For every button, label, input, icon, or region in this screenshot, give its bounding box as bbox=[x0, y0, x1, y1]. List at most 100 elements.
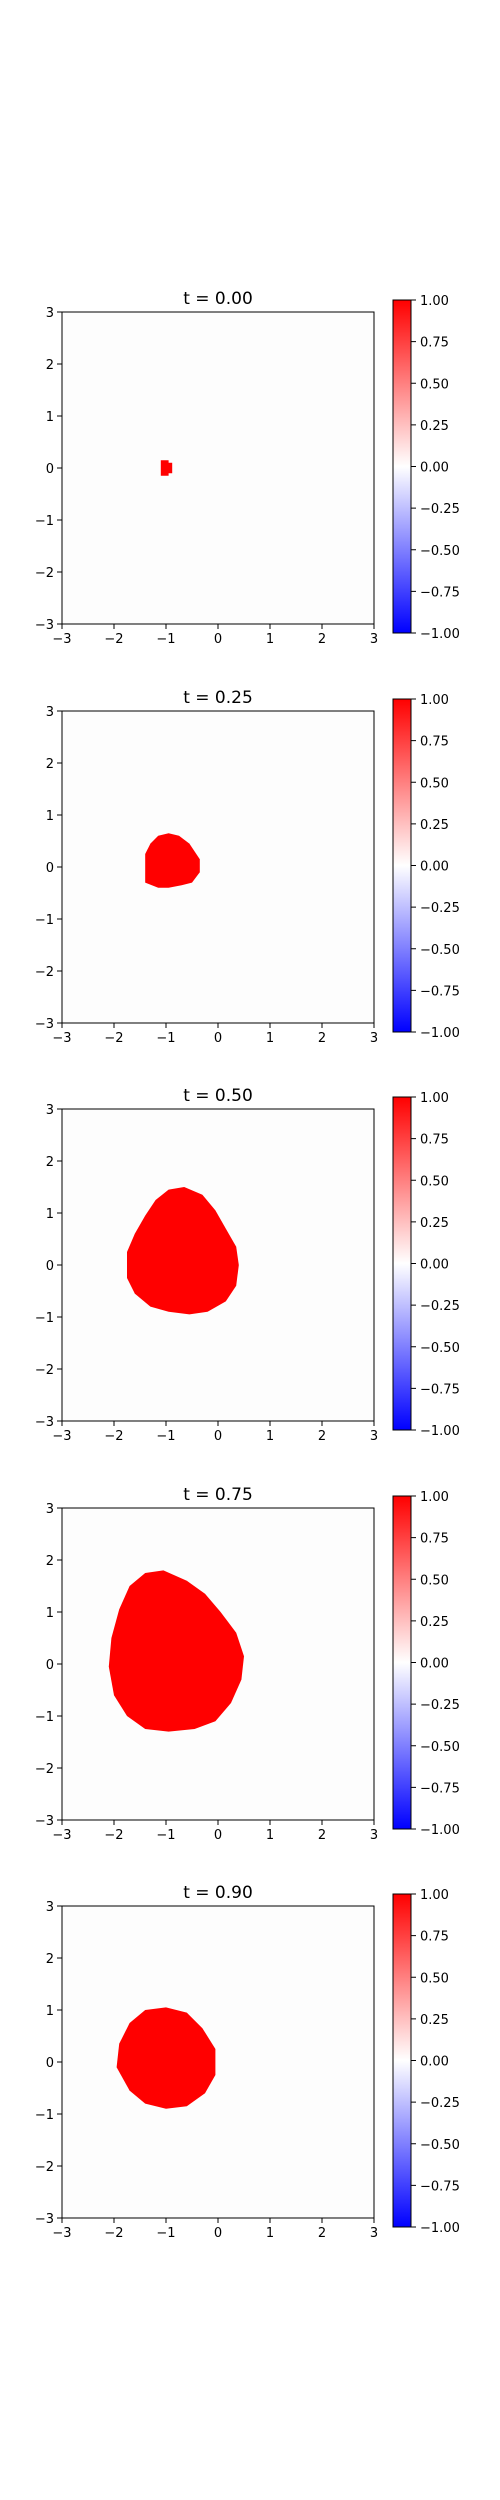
x-tick-label: 2 bbox=[318, 1429, 326, 1444]
y-tick-label: 2 bbox=[46, 1155, 54, 1170]
colorbar-tick-label: 0.50 bbox=[420, 1174, 449, 1189]
field-background bbox=[62, 1906, 374, 2218]
y-tick-label: −2 bbox=[35, 965, 54, 980]
colorbar: 1.00 0.75 0.50 0.25 0.00 −0.25 −0.50 −0.75 −1.00 bbox=[392, 1888, 460, 2236]
x-tick-label: 3 bbox=[370, 2226, 378, 2241]
colorbar-tick-label: 1.00 bbox=[420, 1888, 449, 1903]
colorbar-tick-label: −0.75 bbox=[420, 1382, 460, 1397]
y-tick-label: 2 bbox=[46, 1952, 54, 1967]
x-tick-label: 1 bbox=[266, 1828, 274, 1843]
positive-region bbox=[127, 1187, 239, 1315]
x-tick-label: 0 bbox=[214, 1031, 222, 1046]
x-tick-label: −1 bbox=[156, 2226, 175, 2241]
x-tick-label: 0 bbox=[214, 632, 222, 647]
colorbar: 1.00 0.75 0.50 0.25 0.00 −0.25 −0.50 −0.75 −1.00 bbox=[392, 1490, 460, 1838]
colorbar-tick-label: −0.25 bbox=[420, 1299, 460, 1314]
colorbar-tick-label: −0.50 bbox=[420, 544, 460, 559]
y-tick-label: 2 bbox=[46, 358, 54, 373]
y-tick-label: −1 bbox=[35, 1710, 54, 1725]
x-tick-label: −2 bbox=[104, 2226, 123, 2241]
x-tick-label: −1 bbox=[156, 1828, 175, 1843]
y-tick-label: 1 bbox=[46, 809, 54, 824]
colorbar-tick-label: 0.25 bbox=[420, 2013, 449, 2028]
colorbar-tick-label: 0.25 bbox=[420, 1615, 449, 1630]
y-tick-label: 2 bbox=[46, 757, 54, 772]
y-tick-label: −2 bbox=[35, 1363, 54, 1378]
panel-title: t = 0.90 bbox=[183, 1883, 253, 1903]
panel-title: t = 0.00 bbox=[183, 289, 253, 309]
x-tick-label: 1 bbox=[266, 632, 274, 647]
colorbar: 1.00 0.75 0.50 0.25 0.00 −0.25 −0.50 −0.75 −1.00 bbox=[392, 693, 460, 1041]
y-tick-label: 1 bbox=[46, 2004, 54, 2019]
y-tick-label: −3 bbox=[35, 1017, 54, 1032]
panel-title: t = 0.75 bbox=[183, 1485, 253, 1505]
y-tick-label: 0 bbox=[46, 1658, 54, 1673]
colorbar-tick-label: −1.00 bbox=[420, 1424, 460, 1439]
x-tick-label: −3 bbox=[52, 2226, 71, 2241]
y-tick-label: 3 bbox=[46, 1103, 54, 1118]
colorbar-tick-label: 0.75 bbox=[420, 1532, 449, 1547]
y-tick-label: 3 bbox=[46, 1502, 54, 1517]
colorbar-tick-label: −0.25 bbox=[420, 901, 460, 916]
colorbar-tick-label: −0.50 bbox=[420, 1740, 460, 1755]
colorbar: 1.00 0.75 0.50 0.25 0.00 −0.25 −0.50 −0.75 −1.00 bbox=[392, 1091, 460, 1439]
colorbar-tick-label: 0.75 bbox=[420, 1930, 449, 1945]
colorbar: 1.00 0.75 0.50 0.25 0.00 −0.25 −0.50 −0.75 −1.00 bbox=[392, 294, 460, 642]
x-tick-label: 1 bbox=[266, 1031, 274, 1046]
colorbar-tick-label: 1.00 bbox=[420, 1091, 449, 1106]
y-tick-label: 1 bbox=[46, 1606, 54, 1621]
x-tick-label: −3 bbox=[52, 1031, 71, 1046]
x-tick-label: −2 bbox=[104, 1828, 123, 1843]
colorbar-tick-label: 0.50 bbox=[420, 776, 449, 791]
y-tick-label: 0 bbox=[46, 861, 54, 876]
x-tick-label: 0 bbox=[214, 1828, 222, 1843]
x-tick-label: 3 bbox=[370, 1828, 378, 1843]
colorbar-tick-label: 0.25 bbox=[420, 818, 449, 833]
y-tick-label: −3 bbox=[35, 2212, 54, 2227]
panel-3: t = 0.50 −3 −2 −1 0 1 2 3 −3 −2 −1 0 1 2 3 1.00 0.75 0.50… bbox=[35, 1086, 460, 1444]
colorbar-tick-label: 1.00 bbox=[420, 294, 449, 309]
colorbar-tick-label: −1.00 bbox=[420, 627, 460, 642]
x-tick-label: −2 bbox=[104, 1031, 123, 1046]
y-tick-label: 3 bbox=[46, 306, 54, 321]
positive-region bbox=[116, 2007, 216, 2109]
panel-4: t = 0.75 −3 −2 −1 0 1 2 3 −3 −2 −1 0 1 2 3 1.00 0.75 0.50… bbox=[35, 1485, 460, 1843]
x-tick-label: 1 bbox=[266, 2226, 274, 2241]
y-tick-label: 3 bbox=[46, 705, 54, 720]
y-tick-label: 1 bbox=[46, 1207, 54, 1222]
x-tick-label: 1 bbox=[266, 1429, 274, 1444]
x-tick-label: −3 bbox=[52, 632, 71, 647]
colorbar-tick-label: 0.75 bbox=[420, 336, 449, 351]
x-tick-label: −1 bbox=[156, 632, 175, 647]
x-tick-label: −3 bbox=[52, 1429, 71, 1444]
colorbar-tick-label: −1.00 bbox=[420, 2221, 460, 2236]
colorbar-tick-label: 0.75 bbox=[420, 1133, 449, 1148]
x-tick-label: 3 bbox=[370, 1429, 378, 1444]
x-tick-label: 2 bbox=[318, 632, 326, 647]
y-tick-label: −1 bbox=[35, 2108, 54, 2123]
x-tick-label: −2 bbox=[104, 1429, 123, 1444]
positive-region bbox=[108, 1570, 244, 1732]
y-tick-label: −3 bbox=[35, 1814, 54, 1829]
colorbar-tick-label: −0.75 bbox=[420, 2179, 460, 2194]
colorbar-tick-label: −0.75 bbox=[420, 585, 460, 600]
y-tick-label: −3 bbox=[35, 618, 54, 633]
colorbar-gradient bbox=[392, 698, 412, 1033]
y-tick-label: −1 bbox=[35, 514, 54, 529]
colorbar-tick-label: −0.25 bbox=[420, 1698, 460, 1713]
colorbar-tick-label: 0.50 bbox=[420, 377, 449, 392]
x-tick-label: 0 bbox=[214, 1429, 222, 1444]
colorbar-tick-label: 0.25 bbox=[420, 419, 449, 434]
y-tick-label: 1 bbox=[46, 410, 54, 425]
colorbar-tick-label: 0.50 bbox=[420, 1971, 449, 1986]
colorbar-tick-label: −0.25 bbox=[420, 502, 460, 517]
x-tick-label: 2 bbox=[318, 2226, 326, 2241]
colorbar-tick-label: −0.50 bbox=[420, 1341, 460, 1356]
colorbar-tick-label: 0.00 bbox=[420, 2055, 449, 2070]
panel-title: t = 0.50 bbox=[183, 1086, 253, 1106]
colorbar-tick-label: 1.00 bbox=[420, 1490, 449, 1505]
colorbar-gradient bbox=[392, 1893, 412, 2228]
panel-5: t = 0.90 −3 −2 −1 0 1 2 3 −3 −2 −1 0 1 2 3 1.00 0.75 0.50… bbox=[35, 1883, 460, 2241]
colorbar-tick-label: 0.00 bbox=[420, 461, 449, 476]
